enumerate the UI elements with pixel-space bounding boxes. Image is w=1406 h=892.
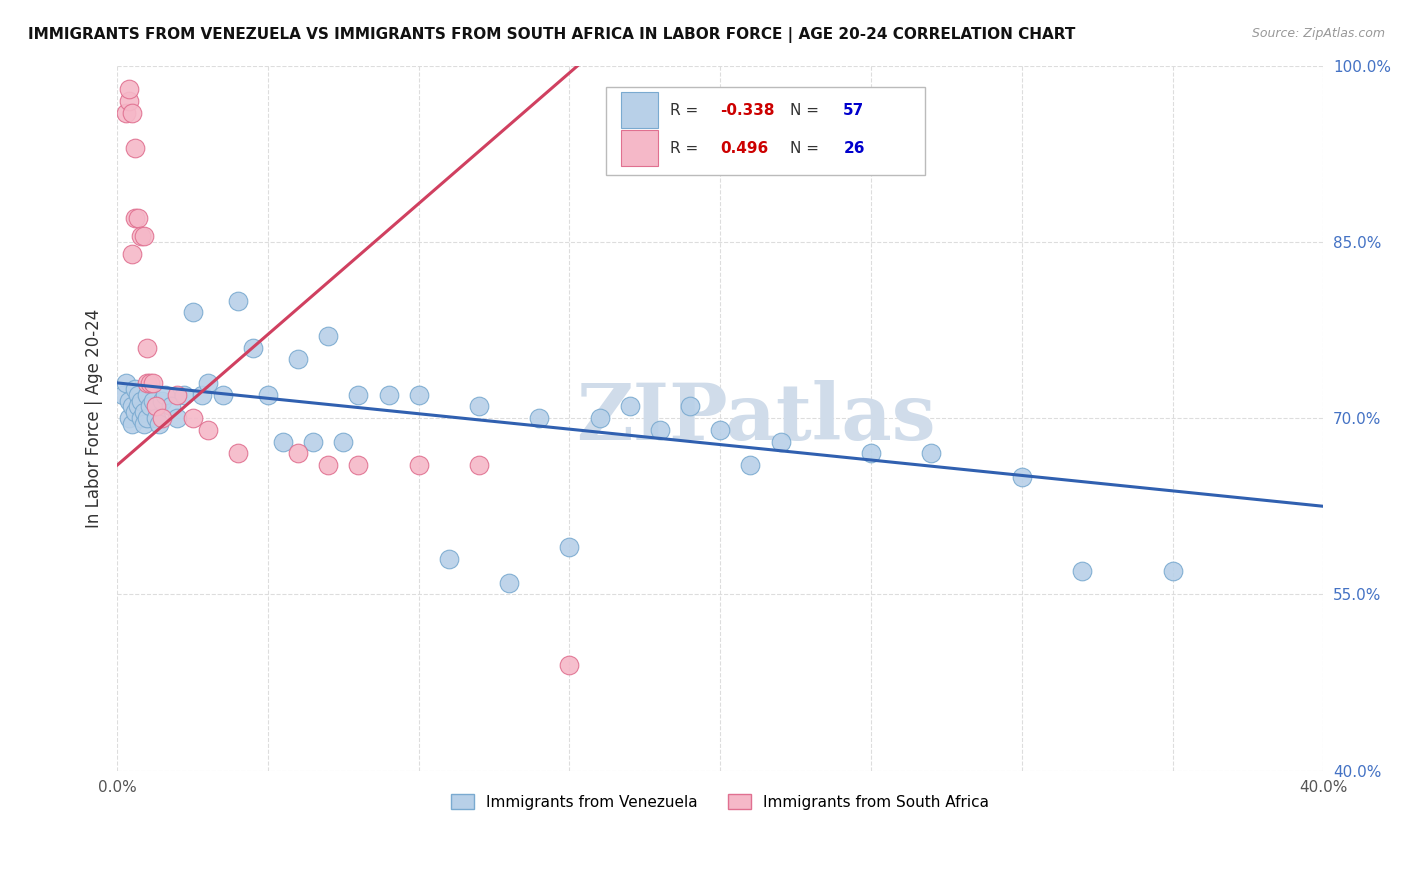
- Point: [121, 400, 143, 414]
- Point: [139, 400, 162, 414]
- Point: [136, 341, 159, 355]
- Point: [118, 82, 141, 96]
- Point: [131, 393, 153, 408]
- Point: [136, 411, 159, 425]
- Point: [226, 446, 249, 460]
- Point: [316, 329, 339, 343]
- Point: [127, 211, 149, 226]
- Point: [145, 411, 167, 425]
- Point: [181, 305, 204, 319]
- Point: [112, 387, 135, 401]
- Point: [131, 411, 153, 425]
- Point: [136, 387, 159, 401]
- Point: [152, 393, 174, 408]
- Point: [377, 387, 399, 401]
- Point: [302, 434, 325, 449]
- Point: [769, 434, 792, 449]
- Point: [619, 400, 641, 414]
- Point: [121, 105, 143, 120]
- Point: [242, 341, 264, 355]
- Point: [118, 94, 141, 108]
- Text: 57: 57: [844, 103, 865, 118]
- Text: N =: N =: [790, 141, 824, 155]
- Point: [124, 382, 146, 396]
- Point: [121, 246, 143, 260]
- Point: [166, 411, 188, 425]
- Point: [287, 446, 309, 460]
- Y-axis label: In Labor Force | Age 20-24: In Labor Force | Age 20-24: [86, 309, 103, 528]
- Point: [118, 411, 141, 425]
- Text: ZIPatlas: ZIPatlas: [576, 380, 936, 456]
- Point: [115, 105, 138, 120]
- Point: [136, 376, 159, 390]
- Point: [271, 434, 294, 449]
- Point: [558, 541, 581, 555]
- Point: [124, 141, 146, 155]
- Point: [498, 575, 520, 590]
- Point: [131, 229, 153, 244]
- Point: [134, 417, 156, 431]
- Point: [134, 229, 156, 244]
- Point: [124, 211, 146, 226]
- Point: [173, 387, 195, 401]
- Text: 0.496: 0.496: [720, 141, 769, 155]
- Point: [529, 411, 551, 425]
- FancyBboxPatch shape: [621, 93, 658, 128]
- Point: [142, 376, 165, 390]
- Point: [139, 376, 162, 390]
- FancyBboxPatch shape: [621, 130, 658, 166]
- Point: [347, 387, 370, 401]
- Point: [155, 387, 177, 401]
- Point: [257, 387, 280, 401]
- Point: [316, 458, 339, 472]
- Point: [468, 458, 491, 472]
- Point: [127, 400, 149, 414]
- Point: [1071, 564, 1094, 578]
- Point: [181, 411, 204, 425]
- Point: [160, 400, 183, 414]
- Point: [121, 417, 143, 431]
- Point: [588, 411, 610, 425]
- Text: R =: R =: [669, 103, 703, 118]
- Point: [115, 376, 138, 390]
- Point: [142, 393, 165, 408]
- Point: [124, 405, 146, 419]
- Point: [437, 552, 460, 566]
- Point: [118, 393, 141, 408]
- Point: [740, 458, 762, 472]
- Point: [287, 352, 309, 367]
- Point: [1161, 564, 1184, 578]
- Point: [408, 387, 430, 401]
- Point: [127, 387, 149, 401]
- Point: [558, 657, 581, 672]
- Point: [145, 400, 167, 414]
- Point: [468, 400, 491, 414]
- Point: [920, 446, 942, 460]
- Point: [226, 293, 249, 308]
- Point: [190, 387, 212, 401]
- Text: IMMIGRANTS FROM VENEZUELA VS IMMIGRANTS FROM SOUTH AFRICA IN LABOR FORCE | AGE 2: IMMIGRANTS FROM VENEZUELA VS IMMIGRANTS …: [28, 27, 1076, 43]
- Point: [197, 376, 219, 390]
- Point: [408, 458, 430, 472]
- Point: [211, 387, 233, 401]
- Legend: Immigrants from Venezuela, Immigrants from South Africa: Immigrants from Venezuela, Immigrants fr…: [444, 788, 995, 816]
- Text: R =: R =: [669, 141, 703, 155]
- Text: Source: ZipAtlas.com: Source: ZipAtlas.com: [1251, 27, 1385, 40]
- Text: -0.338: -0.338: [720, 103, 775, 118]
- Point: [332, 434, 354, 449]
- Point: [1011, 470, 1033, 484]
- Text: 26: 26: [844, 141, 865, 155]
- Point: [679, 400, 702, 414]
- Point: [709, 423, 731, 437]
- Point: [166, 387, 188, 401]
- Point: [148, 417, 170, 431]
- FancyBboxPatch shape: [606, 87, 925, 175]
- Point: [648, 423, 671, 437]
- Point: [152, 411, 174, 425]
- Point: [859, 446, 882, 460]
- Point: [134, 405, 156, 419]
- Point: [197, 423, 219, 437]
- Text: N =: N =: [790, 103, 824, 118]
- Point: [347, 458, 370, 472]
